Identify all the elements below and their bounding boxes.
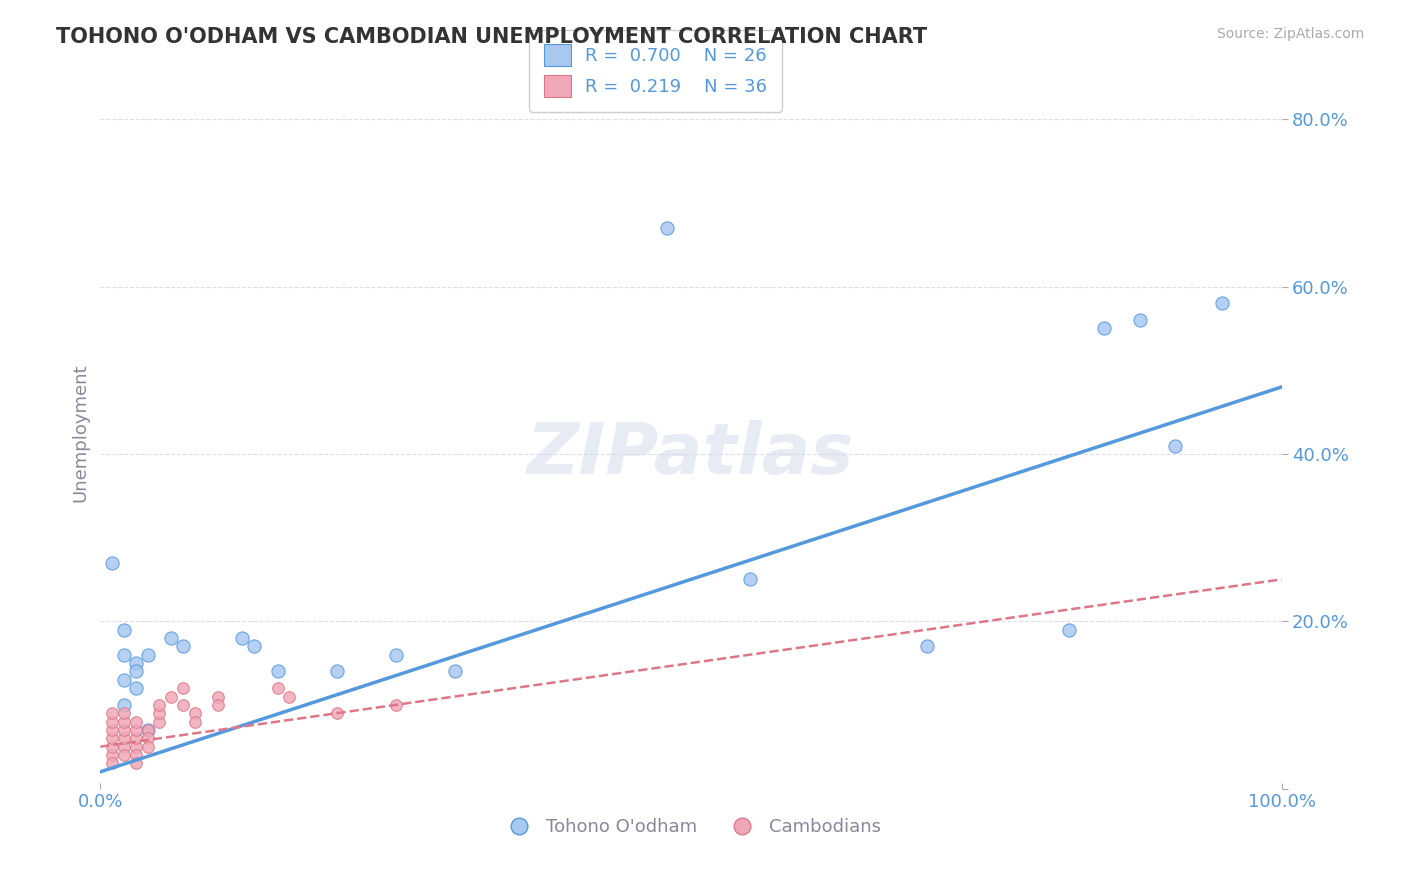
Point — [101, 556, 124, 570]
Point — [384, 698, 406, 712]
Point — [160, 631, 183, 645]
Point — [148, 714, 170, 729]
Point — [112, 747, 135, 762]
Point — [125, 681, 148, 695]
Point — [172, 698, 194, 712]
Point — [136, 648, 159, 662]
Point — [266, 681, 288, 695]
Point — [101, 723, 124, 737]
Point — [101, 747, 124, 762]
Point — [136, 723, 159, 737]
Point — [207, 698, 229, 712]
Point — [101, 714, 124, 729]
Point — [184, 714, 207, 729]
Point — [125, 756, 148, 771]
Text: Source: ZipAtlas.com: Source: ZipAtlas.com — [1216, 27, 1364, 41]
Point — [443, 665, 465, 679]
Point — [325, 706, 347, 721]
Point — [101, 756, 124, 771]
Point — [101, 731, 124, 746]
Point — [231, 631, 253, 645]
Point — [112, 648, 135, 662]
Point — [136, 739, 159, 754]
Point — [125, 714, 148, 729]
Point — [266, 665, 288, 679]
Point — [243, 640, 266, 654]
Point — [125, 739, 148, 754]
Point — [112, 739, 135, 754]
Text: ZIPatlas: ZIPatlas — [527, 420, 855, 489]
Point — [657, 221, 679, 235]
Point — [278, 690, 301, 704]
Text: TOHONO O'ODHAM VS CAMBODIAN UNEMPLOYMENT CORRELATION CHART: TOHONO O'ODHAM VS CAMBODIAN UNEMPLOYMENT… — [56, 27, 928, 46]
Point — [207, 690, 229, 704]
Point — [1092, 321, 1115, 335]
Point — [136, 723, 159, 737]
Point — [125, 656, 148, 670]
Point — [125, 723, 148, 737]
Point — [112, 706, 135, 721]
Point — [101, 739, 124, 754]
Point — [112, 673, 135, 687]
Point — [384, 648, 406, 662]
Point — [184, 706, 207, 721]
Point — [101, 706, 124, 721]
Point — [148, 698, 170, 712]
Point — [915, 640, 938, 654]
Point — [172, 640, 194, 654]
Point — [738, 573, 761, 587]
Point — [325, 665, 347, 679]
Point — [125, 665, 148, 679]
Point — [112, 623, 135, 637]
Point — [160, 690, 183, 704]
Legend: Tohono O'odham, Cambodians: Tohono O'odham, Cambodians — [494, 811, 889, 844]
Point — [125, 731, 148, 746]
Point — [172, 681, 194, 695]
Point — [112, 723, 135, 737]
Point — [112, 714, 135, 729]
Point — [1164, 438, 1187, 452]
Point — [1129, 313, 1152, 327]
Point — [1057, 623, 1080, 637]
Y-axis label: Unemployment: Unemployment — [72, 364, 89, 502]
Point — [148, 706, 170, 721]
Point — [136, 731, 159, 746]
Point — [1211, 296, 1233, 310]
Point — [112, 731, 135, 746]
Point — [112, 698, 135, 712]
Point — [125, 747, 148, 762]
